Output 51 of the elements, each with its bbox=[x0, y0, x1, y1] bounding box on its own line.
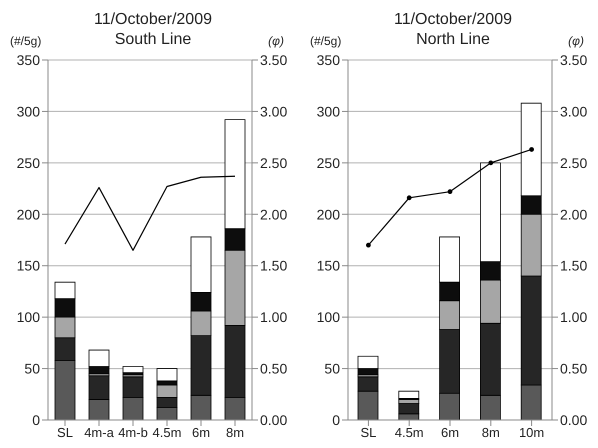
y-tick-label: 250 bbox=[316, 154, 340, 171]
y2-tick-label: 3.00 bbox=[560, 103, 588, 120]
y-tick-label: 0 bbox=[332, 412, 340, 428]
y2-tick-label: 0.00 bbox=[560, 412, 588, 428]
y2-tick-label: 2.50 bbox=[260, 154, 288, 171]
chart-subtitle: South Line bbox=[114, 31, 192, 48]
x-tick-label: 6m bbox=[192, 425, 210, 440]
x-tick-label: 4.5m bbox=[152, 425, 182, 440]
y2-tick-label: 2.50 bbox=[560, 154, 588, 171]
x-tick-label: SL bbox=[360, 425, 376, 440]
x-tick-label: 6m bbox=[440, 425, 460, 440]
x-tick-label: 4m-b bbox=[118, 425, 148, 440]
y-tick-label: 350 bbox=[316, 52, 340, 68]
y-axis-title: (#/5g) bbox=[10, 34, 42, 48]
x-tick-label: 10m bbox=[518, 425, 544, 440]
y2-tick-label: 2.00 bbox=[560, 206, 588, 222]
y-tick-label: 300 bbox=[16, 103, 40, 120]
y-tick-label: 100 bbox=[16, 309, 40, 326]
y-tick-label: 200 bbox=[16, 206, 40, 222]
x-tick-label: 4m-a bbox=[84, 425, 115, 440]
y-tick-label: 50 bbox=[324, 360, 340, 377]
y2-tick-label: 0.50 bbox=[560, 360, 588, 377]
chart-title: 11/October/2009 bbox=[392, 10, 513, 30]
y2-tick-label: 0.50 bbox=[260, 360, 288, 377]
y2-tick-label: 1.50 bbox=[260, 258, 288, 274]
y-tick-label: 300 bbox=[316, 103, 340, 120]
x-tick-label: 4.5m bbox=[394, 425, 424, 440]
y2-tick-label: 1.00 bbox=[560, 309, 588, 326]
y-tick-label: 150 bbox=[316, 258, 340, 274]
chart-subtitle: North Line bbox=[416, 31, 490, 48]
x-tick-label: SL bbox=[57, 425, 73, 440]
y2-tick-label: 0.00 bbox=[260, 412, 288, 428]
y-axis-title: (#/5g) bbox=[310, 34, 342, 48]
y-tick-label: 100 bbox=[316, 309, 340, 326]
y2-tick-label: 2.00 bbox=[260, 206, 288, 222]
x-tick-label: 8m bbox=[482, 425, 500, 440]
y2-axis-title: (φ) bbox=[568, 34, 584, 48]
y-tick-label: 150 bbox=[16, 258, 40, 274]
y-tick-label: 200 bbox=[316, 206, 340, 222]
x-tick-label: 8m bbox=[226, 425, 244, 440]
y-tick-label: 350 bbox=[16, 52, 40, 68]
y2-tick-label: 1.50 bbox=[560, 258, 588, 274]
y2-tick-label: 3.50 bbox=[560, 52, 588, 68]
y2-tick-label: 1.00 bbox=[260, 309, 288, 326]
y-tick-label: 250 bbox=[16, 154, 40, 171]
y2-tick-label: 3.50 bbox=[260, 52, 288, 68]
y2-axis-title: (φ) bbox=[268, 34, 284, 48]
chart-title: 11/October/2009 bbox=[92, 10, 213, 30]
y-tick-label: 50 bbox=[24, 360, 40, 377]
y-tick-label: 0 bbox=[32, 412, 40, 428]
y2-tick-label: 3.00 bbox=[260, 103, 288, 120]
